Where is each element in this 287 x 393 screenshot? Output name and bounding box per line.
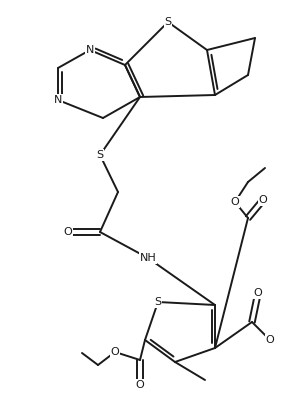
Text: O: O: [110, 347, 119, 357]
Text: O: O: [64, 227, 72, 237]
Text: O: O: [231, 197, 239, 207]
Text: O: O: [136, 380, 144, 390]
Text: S: S: [96, 150, 104, 160]
Text: N: N: [54, 95, 62, 105]
Text: O: O: [266, 335, 274, 345]
Text: O: O: [259, 195, 267, 205]
Text: S: S: [154, 297, 162, 307]
Text: O: O: [254, 288, 262, 298]
Text: S: S: [164, 17, 172, 27]
Text: N: N: [86, 45, 94, 55]
Text: NH: NH: [139, 253, 156, 263]
